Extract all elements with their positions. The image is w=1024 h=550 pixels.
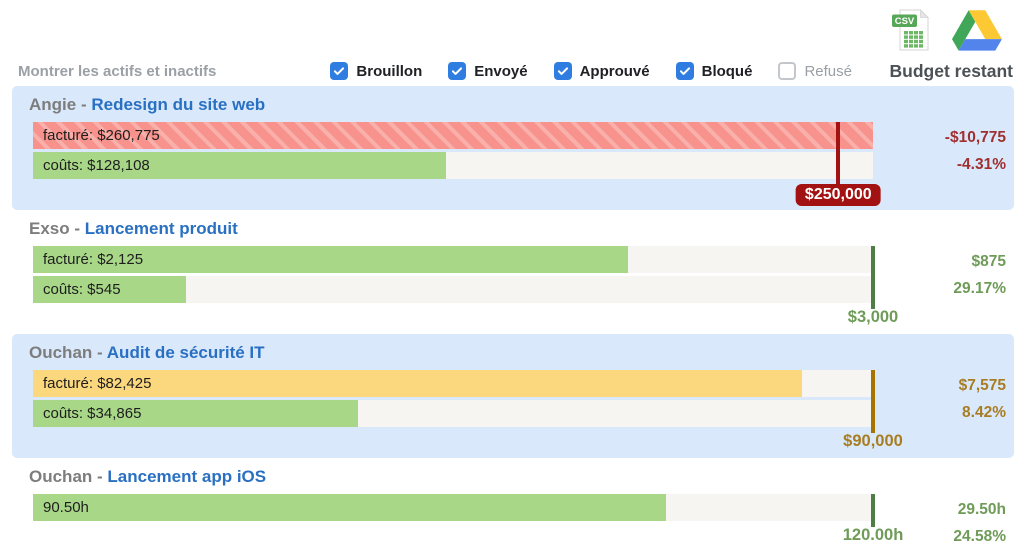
budget-chart: facturé: $82,425 coûts: $34,865 $90,000 $… — [33, 370, 1014, 454]
title-separator: - — [92, 343, 107, 362]
client-name: Ouchan — [29, 467, 93, 486]
value-bar: facturé: $82,425 — [33, 370, 803, 397]
filter-label: Bloqué — [701, 62, 753, 80]
remaining-amount: $7,575 — [958, 377, 1006, 394]
filter-checkbox[interactable]: Approuvé — [553, 62, 650, 80]
export-icons: CSV — [890, 8, 1002, 52]
checkbox-checked-icon[interactable] — [675, 62, 694, 80]
title-separator: - — [92, 467, 108, 486]
project-link[interactable]: Lancement produit — [84, 219, 238, 238]
filter-label: Envoyé — [474, 62, 528, 80]
bar-label: coûts: $128,108 — [43, 157, 150, 174]
bar-label: facturé: $260,775 — [43, 127, 160, 144]
value-bar: facturé: $2,125 — [33, 246, 628, 273]
bar-track-area: facturé: $2,125 coûts: $545 $3,000 — [33, 246, 898, 330]
checkbox-checked-icon[interactable] — [448, 62, 467, 80]
filter-label: Brouillon — [356, 62, 423, 80]
bar-track-area: facturé: $82,425 coûts: $34,865 $90,000 — [33, 370, 903, 454]
remaining-percent: 8.42% — [962, 404, 1006, 421]
google-drive-export-button[interactable] — [952, 9, 1002, 51]
value-bar: coûts: $545 — [33, 276, 186, 303]
bar-track: facturé: $82,425 — [33, 370, 873, 397]
budget-marker-line — [871, 370, 875, 433]
value-bar: coûts: $34,865 — [33, 400, 359, 427]
client-name: Exso — [29, 219, 70, 238]
budget-remaining-values: $7,575 8.42% — [959, 372, 1006, 426]
status-filters: Brouillon Envoyé Approuvé Bloqué Refusé — [330, 62, 852, 80]
filter-bar: Montrer les actifs et inactifs Brouillon… — [0, 56, 1024, 86]
filter-checkbox[interactable]: Brouillon — [330, 62, 422, 80]
budget-remaining-header: Budget restant — [889, 60, 1013, 81]
bar-label: facturé: $2,125 — [43, 251, 144, 268]
remaining-amount: $875 — [971, 253, 1006, 270]
filter-checkbox[interactable]: Refusé — [778, 62, 852, 80]
value-bar: 90.50h — [33, 494, 667, 521]
budget-marker-line — [836, 122, 841, 185]
project-row: Exso - Lancement produit facturé: $2,125… — [12, 210, 1014, 334]
project-rows: Angie - Redesign du site web facturé: $2… — [0, 86, 1024, 550]
filter-label: Refusé — [804, 62, 852, 80]
budget-total-label: $3,000 — [847, 308, 899, 326]
csv-export-button[interactable]: CSV — [890, 8, 934, 52]
client-name: Angie — [29, 95, 77, 114]
project-row: Ouchan - Lancement app iOS 90.50h 120.00… — [12, 458, 1014, 550]
bar-label: facturé: $82,425 — [43, 375, 152, 392]
project-row-title: Angie - Redesign du site web — [29, 95, 1014, 115]
project-row: Ouchan - Audit de sécurité IT facturé: $… — [12, 334, 1014, 458]
show-active-inactive-toggle[interactable]: Montrer les actifs et inactifs — [18, 62, 217, 80]
topbar: CSV — [0, 0, 1024, 56]
remaining-percent: -4.31% — [956, 156, 1006, 173]
value-bar: facturé: $260,775 — [33, 122, 873, 149]
title-separator: - — [76, 95, 92, 114]
budget-total-label: 120.00h — [842, 526, 904, 544]
project-link[interactable]: Redesign du site web — [91, 95, 266, 114]
budget-remaining-values: $875 29.17% — [953, 248, 1006, 302]
budget-total-label: $250,000 — [795, 184, 881, 206]
filter-checkbox[interactable]: Envoyé — [448, 62, 528, 80]
project-row: Angie - Redesign du site web facturé: $2… — [12, 86, 1014, 210]
remaining-amount: -$10,775 — [944, 129, 1006, 146]
remaining-amount: 29.50h — [957, 501, 1006, 518]
remaining-percent: 29.17% — [953, 280, 1006, 297]
checkbox-checked-icon[interactable] — [330, 62, 349, 80]
bar-label: 90.50h — [43, 499, 89, 516]
bar-track: 90.50h — [33, 494, 873, 521]
title-separator: - — [69, 219, 85, 238]
bar-track-area: 90.50h 120.00h — [33, 494, 903, 548]
project-link[interactable]: Lancement app iOS — [107, 467, 267, 486]
bar-label: coûts: $34,865 — [43, 405, 142, 422]
bar-track: coûts: $34,865 — [33, 400, 873, 427]
project-row-title: Ouchan - Lancement app iOS — [29, 467, 1014, 487]
budget-chart: facturé: $260,775 coûts: $128,108 $250,00… — [33, 122, 1014, 206]
bar-track: coûts: $545 — [33, 276, 873, 303]
client-name: Ouchan — [29, 343, 93, 362]
budget-marker-line — [871, 246, 875, 309]
project-row-title: Exso - Lancement produit — [29, 219, 1014, 239]
bar-label: coûts: $545 — [43, 281, 121, 298]
budget-marker-line — [871, 494, 875, 527]
bar-track-area: facturé: $260,775 coûts: $128,108 $250,00… — [33, 122, 881, 206]
project-link[interactable]: Audit de sécurité IT — [106, 343, 265, 362]
google-drive-icon — [952, 9, 1002, 51]
svg-text:CSV: CSV — [895, 16, 915, 27]
value-bar: coûts: $128,108 — [33, 152, 446, 179]
checkbox-checked-icon[interactable] — [553, 62, 572, 80]
bar-track: coûts: $128,108 — [33, 152, 873, 179]
budget-total-label: $90,000 — [843, 432, 903, 450]
budget-chart: facturé: $2,125 coûts: $545 $3,000 $875 2… — [33, 246, 1014, 330]
remaining-percent: 24.58% — [953, 528, 1006, 545]
budget-remaining-values: -$10,775 -4.31% — [945, 124, 1006, 178]
filter-checkbox[interactable]: Bloqué — [675, 62, 753, 80]
checkbox-unchecked-icon[interactable] — [778, 62, 797, 80]
budget-chart: 90.50h 120.00h 29.50h 24.58% — [33, 494, 1014, 548]
csv-file-icon: CSV — [892, 9, 929, 51]
project-row-title: Ouchan - Audit de sécurité IT — [29, 343, 1014, 363]
bar-track: facturé: $260,775 — [33, 122, 873, 149]
filter-label: Approuvé — [579, 62, 650, 80]
budget-remaining-values: 29.50h 24.58% — [953, 496, 1006, 550]
bar-track: facturé: $2,125 — [33, 246, 873, 273]
